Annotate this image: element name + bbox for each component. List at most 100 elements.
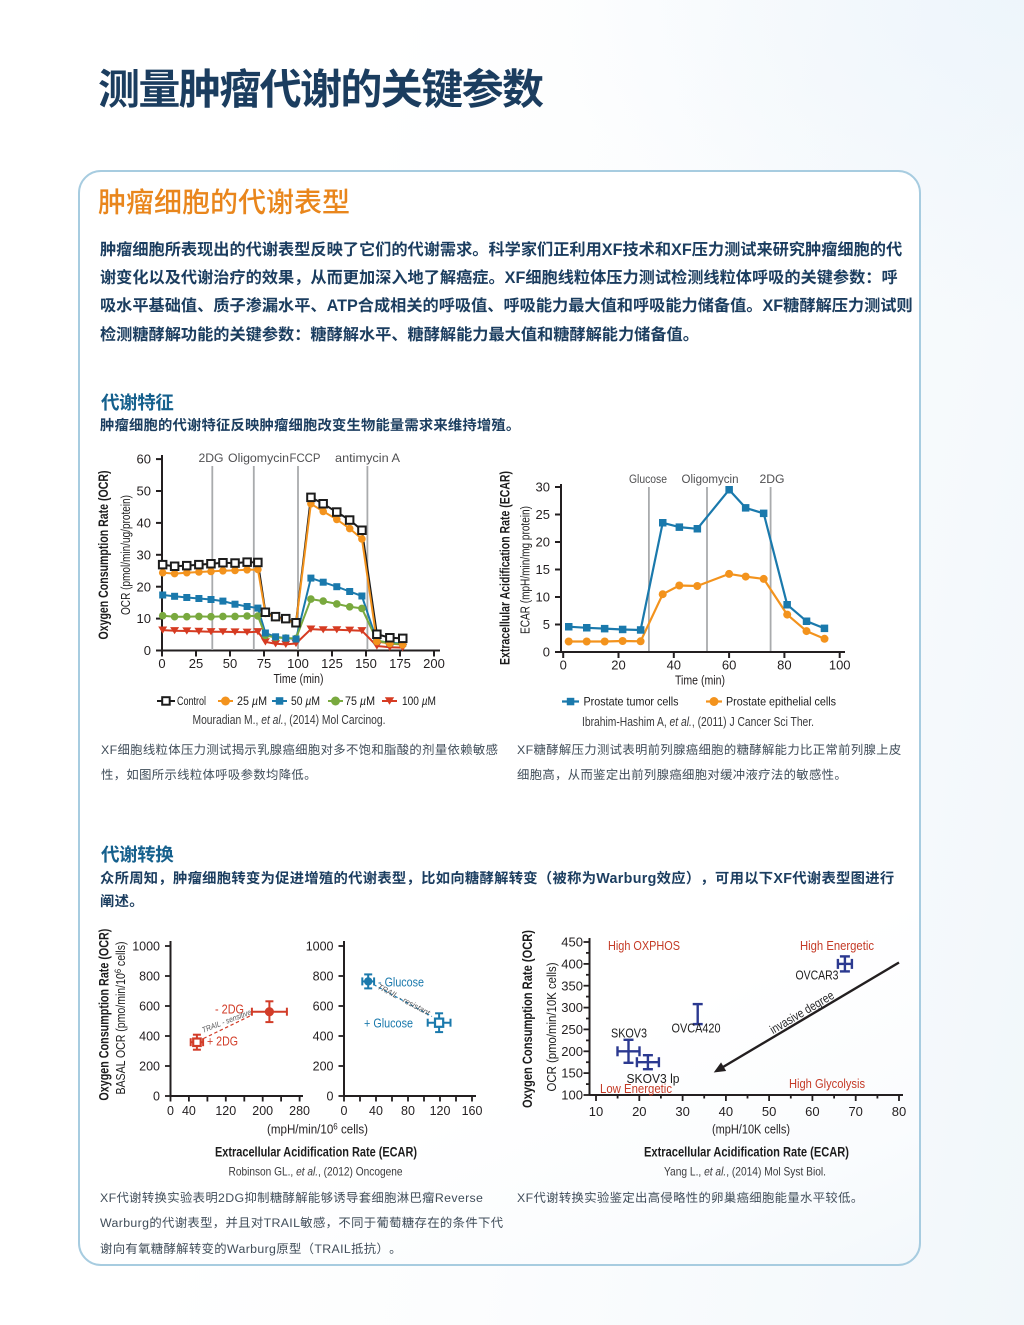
- svg-text:40: 40: [137, 516, 151, 531]
- svg-text:antimycin A: antimycin A: [335, 451, 401, 465]
- svg-text:200: 200: [252, 1104, 273, 1118]
- svg-text:20: 20: [536, 535, 550, 550]
- svg-text:30: 30: [675, 1104, 689, 1119]
- svg-text:Mouradian M., et al., (2014) M: Mouradian M., et al., (2014) Mol Carcino…: [193, 713, 386, 727]
- svg-text:1000: 1000: [306, 939, 334, 953]
- svg-text:25 µM: 25 µM: [237, 694, 267, 708]
- svg-text:100: 100: [829, 658, 851, 673]
- svg-text:10: 10: [536, 590, 550, 605]
- svg-text:+ Glucose: + Glucose: [364, 1015, 413, 1030]
- svg-text:50: 50: [762, 1104, 776, 1119]
- svg-text:40: 40: [719, 1104, 733, 1119]
- svg-text:50 µM: 50 µM: [291, 694, 320, 708]
- svg-text:150: 150: [561, 1066, 583, 1081]
- svg-text:Oxygen Consumption Rate (OCR): Oxygen Consumption Rate (OCR): [519, 930, 535, 1108]
- svg-text:Extracellular Acidification Ra: Extracellular Acidification Rate (ECAR): [644, 1145, 849, 1160]
- svg-text:Oxygen Consumption Rate (OCR): Oxygen Consumption Rate (OCR): [96, 929, 112, 1101]
- svg-text:BASAL OCR (pmo/min/106 cells): BASAL OCR (pmo/min/106 cells): [113, 942, 128, 1095]
- svg-text:60: 60: [722, 658, 736, 673]
- svg-text:120: 120: [430, 1104, 451, 1118]
- svg-text:20: 20: [611, 658, 625, 673]
- svg-text:2DG: 2DG: [759, 472, 784, 486]
- svg-text:120: 120: [215, 1104, 236, 1118]
- svg-text:2DG: 2DG: [198, 451, 223, 465]
- svg-text:10: 10: [137, 611, 151, 626]
- svg-text:600: 600: [139, 999, 160, 1013]
- svg-text:200: 200: [313, 1059, 334, 1073]
- svg-text:160: 160: [462, 1104, 483, 1118]
- svg-text:100 µM: 100 µM: [402, 694, 436, 708]
- svg-text:Robinson GL., et al., (2012) O: Robinson GL., et al., (2012) Oncogene: [229, 1165, 403, 1179]
- svg-text:25: 25: [536, 507, 550, 522]
- svg-text:- Glucose: - Glucose: [378, 974, 424, 989]
- svg-text:150: 150: [355, 656, 377, 671]
- svg-text:125: 125: [321, 656, 343, 671]
- svg-text:400: 400: [561, 957, 583, 972]
- svg-text:invasive degree: invasive degree: [767, 988, 836, 1037]
- svg-text:Glucose: Glucose: [629, 472, 667, 486]
- svg-text:600: 600: [313, 999, 334, 1013]
- svg-text:SKOV3 lp: SKOV3 lp: [627, 1072, 680, 1086]
- svg-text:High Energetic: High Energetic: [800, 939, 874, 953]
- svg-text:Low Energetic: Low Energetic: [600, 1082, 672, 1096]
- svg-text:Oligomycin: Oligomycin: [682, 472, 739, 486]
- svg-text:10: 10: [589, 1104, 603, 1119]
- svg-text:100: 100: [287, 656, 309, 671]
- svg-text:0: 0: [341, 1104, 348, 1118]
- svg-text:0: 0: [560, 658, 567, 673]
- svg-text:Prostate tumor cells: Prostate tumor cells: [584, 695, 679, 709]
- svg-text:60: 60: [805, 1104, 819, 1119]
- svg-text:50: 50: [137, 484, 151, 499]
- svg-text:0: 0: [543, 645, 550, 660]
- svg-text:40: 40: [182, 1104, 196, 1118]
- svg-text:75 µM: 75 µM: [345, 694, 375, 708]
- svg-text:Extracellular Acidification Ra: Extracellular Acidification Rate (ECAR): [497, 471, 513, 665]
- svg-text:OVCA420: OVCA420: [672, 1022, 721, 1036]
- svg-text:High Glycolysis: High Glycolysis: [789, 1077, 865, 1091]
- svg-text:30: 30: [137, 547, 151, 562]
- svg-text:15: 15: [536, 562, 550, 577]
- svg-text:Extracellular Acidification Ra: Extracellular Acidification Rate (ECAR): [215, 1145, 417, 1160]
- svg-text:High OXPHOS: High OXPHOS: [608, 939, 680, 953]
- svg-text:20: 20: [137, 579, 151, 594]
- svg-text:+ 2DG: + 2DG: [207, 1034, 238, 1049]
- svg-text:175: 175: [389, 656, 411, 671]
- svg-text:SKOV3: SKOV3: [611, 1027, 647, 1041]
- svg-text:80: 80: [892, 1104, 906, 1119]
- svg-text:280: 280: [289, 1104, 310, 1118]
- svg-text:200: 200: [139, 1059, 160, 1073]
- svg-text:60: 60: [137, 452, 151, 467]
- svg-text:0: 0: [153, 1089, 160, 1103]
- svg-text:Time (min): Time (min): [675, 673, 725, 688]
- svg-text:50: 50: [223, 656, 237, 671]
- svg-text:200: 200: [561, 1044, 583, 1059]
- svg-text:- 2DG: - 2DG: [215, 1002, 244, 1017]
- svg-text:80: 80: [777, 658, 791, 673]
- svg-text:40: 40: [667, 658, 681, 673]
- svg-text:Ibrahim-Hashim A, et al., (201: Ibrahim-Hashim A, et al., (2011) J Cance…: [582, 715, 814, 729]
- svg-text:Oxygen Consumption Rate (OCR): Oxygen Consumption Rate (OCR): [95, 471, 111, 640]
- svg-text:100: 100: [561, 1088, 583, 1103]
- svg-text:5: 5: [543, 617, 550, 632]
- svg-text:FCCP: FCCP: [290, 451, 321, 465]
- svg-text:Control: Control: [177, 694, 206, 708]
- svg-text:0: 0: [327, 1089, 334, 1103]
- svg-text:250: 250: [561, 1022, 583, 1037]
- svg-text:25: 25: [189, 656, 203, 671]
- svg-text:0: 0: [167, 1104, 174, 1118]
- svg-text:400: 400: [139, 1029, 160, 1043]
- svg-text:0: 0: [158, 656, 165, 671]
- svg-text:350: 350: [561, 978, 583, 993]
- svg-text:40: 40: [369, 1104, 383, 1118]
- svg-text:Prostate epithelial cells: Prostate epithelial cells: [726, 695, 836, 709]
- svg-text:Oligomycin: Oligomycin: [228, 451, 289, 465]
- svg-text:200: 200: [423, 656, 445, 671]
- svg-text:(mpH/min/106 cells): (mpH/min/106 cells): [267, 1122, 368, 1137]
- svg-text:20: 20: [632, 1104, 646, 1119]
- svg-text:Yang L., et al., (2014) Mol Sy: Yang L., et al., (2014) Mol Syst Biol.: [664, 1165, 826, 1179]
- svg-text:450: 450: [561, 935, 583, 950]
- svg-text:800: 800: [139, 969, 160, 983]
- svg-text:OCR (pmo/min/10K cells): OCR (pmo/min/10K cells): [545, 963, 559, 1092]
- svg-text:75: 75: [257, 656, 271, 671]
- svg-text:OCR (pmol/min/ug/protein): OCR (pmol/min/ug/protein): [119, 495, 133, 615]
